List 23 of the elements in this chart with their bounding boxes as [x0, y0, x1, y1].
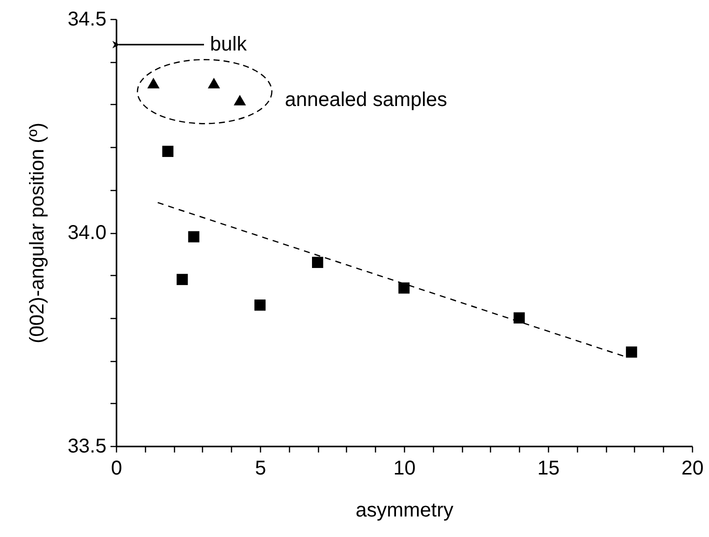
point — [312, 256, 324, 268]
point — [514, 312, 525, 324]
x-tick-label: 0 — [110, 458, 122, 480]
x-tick-label: 5 — [254, 458, 266, 480]
x-axis-title: asymmetry — [356, 500, 454, 522]
point — [162, 146, 174, 157]
point — [147, 78, 160, 88]
point — [254, 300, 266, 311]
y-axis-title: (002)-angular position (º) — [26, 122, 49, 344]
annotation: annealed samples — [284, 89, 448, 112]
point — [208, 78, 220, 88]
y-tick-label: 33.5 — [68, 436, 106, 458]
y-tick-label: 34.5 — [68, 8, 106, 30]
x-tick-label: 15 — [537, 458, 560, 480]
point — [398, 282, 410, 294]
y-tick-label: 34.0 — [68, 222, 106, 244]
point — [188, 231, 200, 242]
ref-line-label: bulk — [210, 34, 248, 56]
point — [234, 94, 246, 106]
point — [176, 274, 188, 286]
point — [626, 346, 638, 358]
x-tick-label: 20 — [681, 458, 704, 480]
x-tick-label: 10 — [393, 458, 416, 480]
